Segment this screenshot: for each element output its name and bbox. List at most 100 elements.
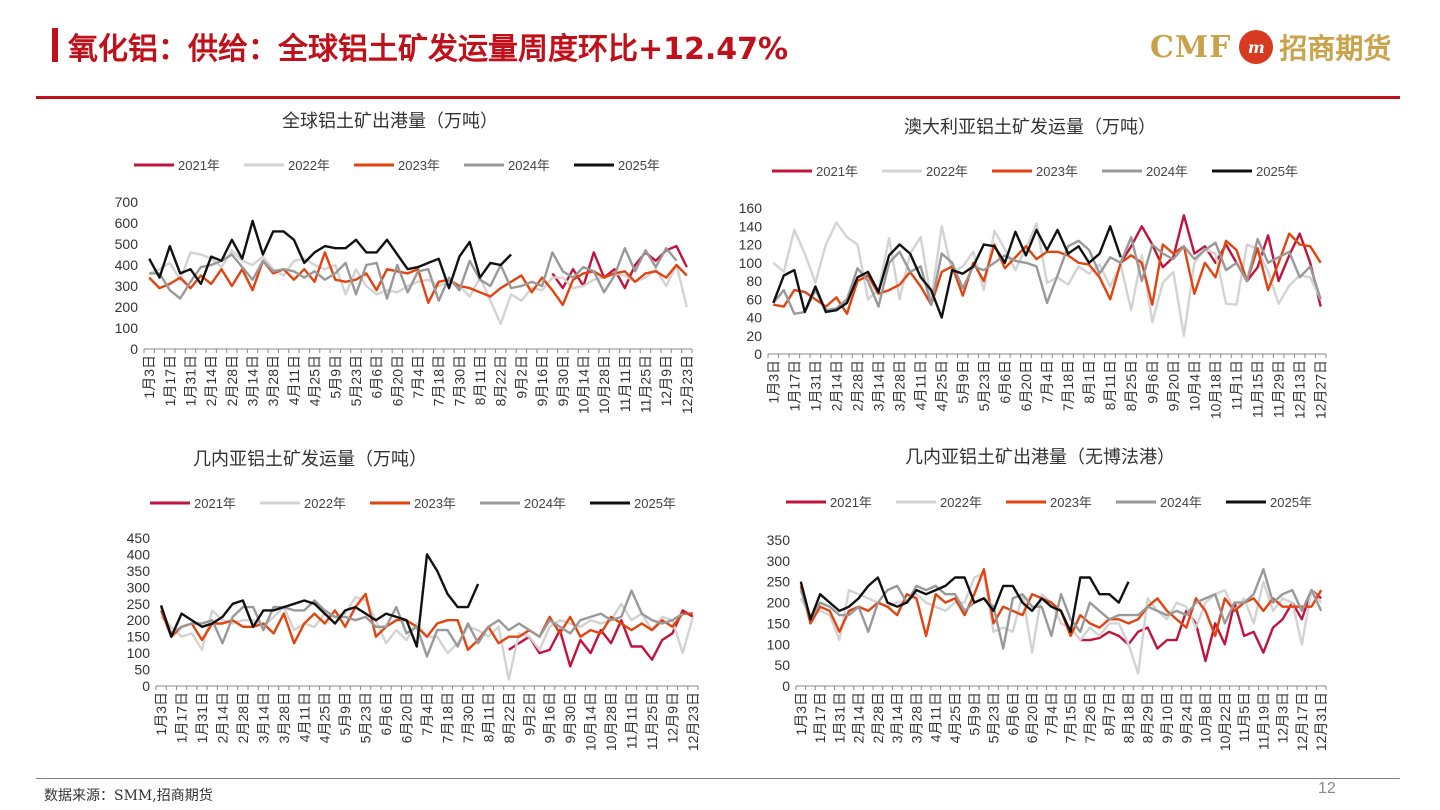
y-tick-label: 300	[767, 553, 791, 569]
x-tick-label: 11月19日	[1255, 692, 1271, 750]
legend-label: 2022年	[304, 496, 346, 511]
y-tick-label: 600	[115, 215, 139, 231]
x-tick-label: 4月11日	[286, 355, 302, 405]
x-tick-label: 2月14日	[203, 355, 219, 406]
y-tick-label: 100	[115, 320, 139, 336]
y-tick-label: 400	[127, 546, 151, 562]
x-tick-label: 1月3日	[141, 355, 157, 399]
x-tick-label: 8月11日	[1102, 360, 1118, 410]
legend-label: 2023年	[1050, 495, 1092, 510]
x-tick-label: 8月22日	[501, 692, 517, 743]
series-line	[149, 247, 678, 302]
x-tick-label: 2月28日	[870, 692, 886, 743]
chart-guinea-bauxite-port-out-no-boffa: 几内亚铝土矿出港量（无博法港） 2021年 2022年 2023年 2024年 2025年…	[767, 447, 1330, 751]
y-tick-label: 50	[134, 662, 150, 678]
y-tick-label: 300	[115, 278, 139, 294]
x-tick-label: 11月25日	[644, 692, 660, 750]
chart-title: 几内亚铝土矿出港量（无博法港）	[905, 447, 1175, 467]
series-line	[159, 553, 480, 648]
x-tick-label: 5月23日	[976, 360, 992, 411]
x-tick-label: 6月6日	[997, 360, 1013, 404]
x-tick-label: 10月14日	[575, 355, 591, 414]
x-tick-label: 11月5日	[1236, 692, 1252, 742]
x-tick-label: 2月28日	[849, 360, 865, 411]
x-tick-label: 10月28日	[596, 355, 612, 414]
x-tick-label: 7月4日	[410, 355, 426, 399]
footer-divider	[36, 778, 1400, 779]
series-line	[772, 225, 1122, 319]
x-tick-label: 7月30日	[451, 355, 467, 406]
x-tick-label: 3月14日	[245, 355, 261, 406]
x-tick-label: 2月14日	[828, 360, 844, 411]
x-tick-label: 8月18日	[1120, 692, 1136, 743]
x-tick-label: 12月31日	[1313, 692, 1329, 751]
y-tick-label: 350	[127, 563, 151, 579]
x-tick-label: 12月23日	[679, 355, 695, 414]
y-tick-label: 80	[746, 273, 762, 289]
x-tick-label: 7月26日	[1082, 692, 1098, 743]
legend-label: 2025年	[1270, 495, 1312, 510]
x-tick-label: 12月13日	[1292, 360, 1308, 419]
x-tick-label: 5月9日	[955, 360, 971, 404]
chart-title: 几内亚铝土矿发运量（万吨）	[193, 449, 427, 469]
x-tick-label: 4月25日	[947, 692, 963, 743]
x-tick-label: 1月17日	[786, 360, 802, 411]
x-tick-label: 7月4日	[419, 692, 435, 736]
x-tick-label: 7月4日	[1039, 360, 1055, 404]
y-tick-label: 20	[746, 328, 762, 344]
x-tick-label: 3月28日	[892, 360, 908, 411]
x-tick-label: 2月28日	[235, 692, 251, 743]
x-tick-label: 12月9日	[658, 355, 674, 406]
y-tick-label: 200	[127, 612, 151, 628]
y-tick-label: 100	[739, 255, 763, 271]
x-tick-label: 11月15日	[1250, 360, 1266, 418]
x-tick-label: 1月31日	[831, 692, 847, 743]
legend-label: 2021年	[816, 164, 858, 179]
legend-label: 2023年	[398, 158, 440, 173]
x-tick-label: 8月1日	[1081, 360, 1097, 404]
series-line	[799, 576, 1130, 633]
legend-label: 2022年	[288, 158, 330, 173]
x-tick-label: 12月23日	[685, 692, 701, 751]
x-tick-label: 9月16日	[542, 692, 558, 743]
x-tick-label: 12月17日	[1294, 692, 1310, 751]
title-accent-bar	[52, 28, 58, 62]
legend-label: 2021年	[194, 496, 236, 511]
y-tick-label: 60	[746, 291, 762, 307]
x-tick-label: 1月31日	[183, 355, 199, 406]
x-tick-label: 7月18日	[1060, 360, 1076, 411]
x-tick-label: 3月14日	[255, 692, 271, 743]
x-tick-label: 8月29日	[1140, 692, 1156, 743]
x-tick-label: 1月3日	[153, 692, 169, 736]
x-tick-label: 12月27日	[1313, 360, 1329, 419]
logo-company-name: 招商期货	[1279, 32, 1392, 65]
x-tick-label: 7月18日	[431, 355, 447, 406]
x-tick-label: 1月31日	[194, 692, 210, 743]
x-tick-label: 4月11日	[296, 692, 312, 742]
x-tick-label: 5月23日	[348, 355, 364, 406]
x-tick-label: 6月20日	[1018, 360, 1034, 411]
x-tick-label: 10月8日	[1198, 692, 1214, 743]
y-tick-label: 200	[115, 299, 139, 315]
legend-label: 2022年	[940, 495, 982, 510]
y-tick-label: 150	[767, 615, 791, 631]
series-line	[159, 589, 684, 658]
legend-label: 2025年	[634, 496, 676, 511]
chart-australia-bauxite-shipments: 澳大利亚铝土矿发运量（万吨） 2021年 2022年 2023年 2024年 2025年 0…	[739, 117, 1329, 419]
x-tick-label: 3月28日	[908, 692, 924, 743]
x-tick-label: 8月22日	[493, 355, 509, 406]
x-tick-label: 11月29日	[1271, 360, 1287, 418]
x-tick-label: 5月9日	[337, 692, 353, 736]
series-line	[148, 251, 688, 307]
x-tick-label: 3月14日	[871, 360, 887, 411]
x-tick-label: 6月6日	[378, 692, 394, 736]
x-tick-label: 6月20日	[399, 692, 415, 743]
legend-label: 2024年	[508, 158, 550, 173]
header-divider	[36, 96, 1400, 99]
x-tick-label: 2月28日	[224, 355, 240, 406]
y-tick-label: 250	[767, 574, 791, 590]
x-tick-label: 3月14日	[889, 692, 905, 743]
series-line	[148, 219, 512, 290]
x-tick-label: 5月23日	[358, 692, 374, 743]
page-title: 氧化铝：供给：全球铝土矿发运量周度环比+12.47%	[68, 32, 789, 67]
